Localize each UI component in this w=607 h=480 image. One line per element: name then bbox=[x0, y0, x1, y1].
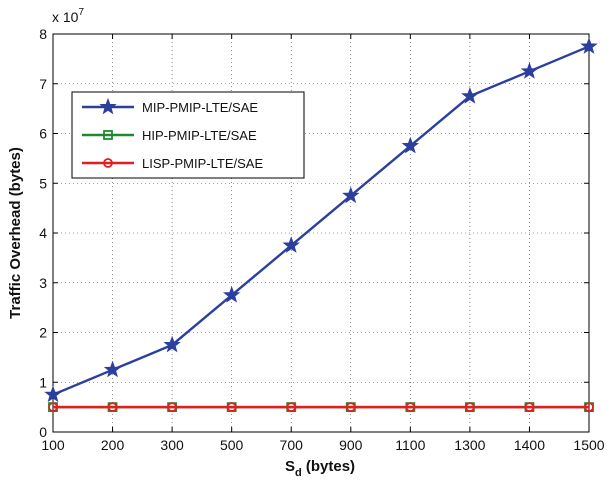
x-tick-label: 1400 bbox=[514, 437, 545, 453]
legend-marker bbox=[99, 97, 117, 115]
y-tick-label: 7 bbox=[39, 76, 47, 92]
legend-marker bbox=[103, 130, 113, 140]
series-3-point bbox=[584, 402, 594, 413]
series-1-point bbox=[401, 136, 420, 154]
legend-label: LISP-PMIP-LTE/SAE bbox=[142, 156, 263, 171]
series-3-point bbox=[464, 402, 475, 413]
plot-frame bbox=[52, 33, 590, 433]
series-1-point bbox=[520, 62, 539, 79]
x-tick-label: 900 bbox=[339, 437, 363, 453]
x-tick-label: 100 bbox=[41, 437, 65, 453]
x-tick-label: 1100 bbox=[395, 437, 425, 453]
series-3-point bbox=[167, 402, 178, 413]
series-1-point bbox=[580, 37, 598, 54]
series-3-point bbox=[286, 402, 297, 413]
x-tick-label: 300 bbox=[160, 437, 184, 453]
series-3-point bbox=[48, 402, 58, 413]
y-axis-title: Traffic Overhead (bytes) bbox=[7, 147, 24, 319]
legend-label: HIP-PMIP-LTE/SAE bbox=[142, 128, 257, 143]
series-3-point bbox=[107, 402, 118, 413]
y-tick-label: 4 bbox=[39, 225, 47, 241]
series-3-point bbox=[345, 402, 356, 413]
series-line-1 bbox=[52, 45, 590, 396]
legend-label: MIP-PMIP-LTE/SAE bbox=[142, 100, 258, 115]
series-3-point bbox=[405, 402, 416, 413]
x-tick-label: 200 bbox=[101, 437, 125, 453]
x-tick-label: 1300 bbox=[454, 437, 485, 453]
y-tick-label: 0 bbox=[39, 424, 47, 440]
series-3-point bbox=[524, 402, 535, 413]
x-tick-label: 700 bbox=[280, 437, 304, 453]
x-tick-label: 500 bbox=[220, 437, 244, 453]
series-3-point bbox=[226, 402, 237, 413]
series-group bbox=[44, 37, 598, 413]
series-1-point bbox=[342, 186, 360, 204]
axis-labels: 100 200 300 500 700 900 1100 1300 1400 1500 0 1 2 3 4 5… bbox=[39, 26, 605, 453]
series-1-point bbox=[44, 385, 62, 403]
series-1-point bbox=[282, 236, 300, 253]
series-1-point bbox=[163, 335, 181, 353]
x-tick-label: 1500 bbox=[573, 437, 604, 453]
y-tick-label: 5 bbox=[39, 175, 47, 191]
y-tick-label: 8 bbox=[39, 26, 47, 42]
x-axis-title: Sd (bytes) bbox=[285, 458, 355, 479]
series-1-point bbox=[222, 286, 241, 303]
y-tick-label: 1 bbox=[39, 374, 47, 390]
y-tick-label: 6 bbox=[39, 126, 47, 142]
y-tick-label: 3 bbox=[39, 275, 47, 291]
legend-marker bbox=[103, 158, 113, 168]
y-exponent-label: x 107 bbox=[52, 7, 84, 25]
y-tick-label: 2 bbox=[39, 325, 47, 341]
series-1-point bbox=[103, 360, 122, 378]
grid-lines bbox=[53, 34, 589, 432]
legend: MIP-PMIP-LTE/SAE HIP-PMIP-LTE/SAE LISP-PMI… bbox=[71, 91, 305, 179]
series-1-point bbox=[461, 87, 479, 104]
